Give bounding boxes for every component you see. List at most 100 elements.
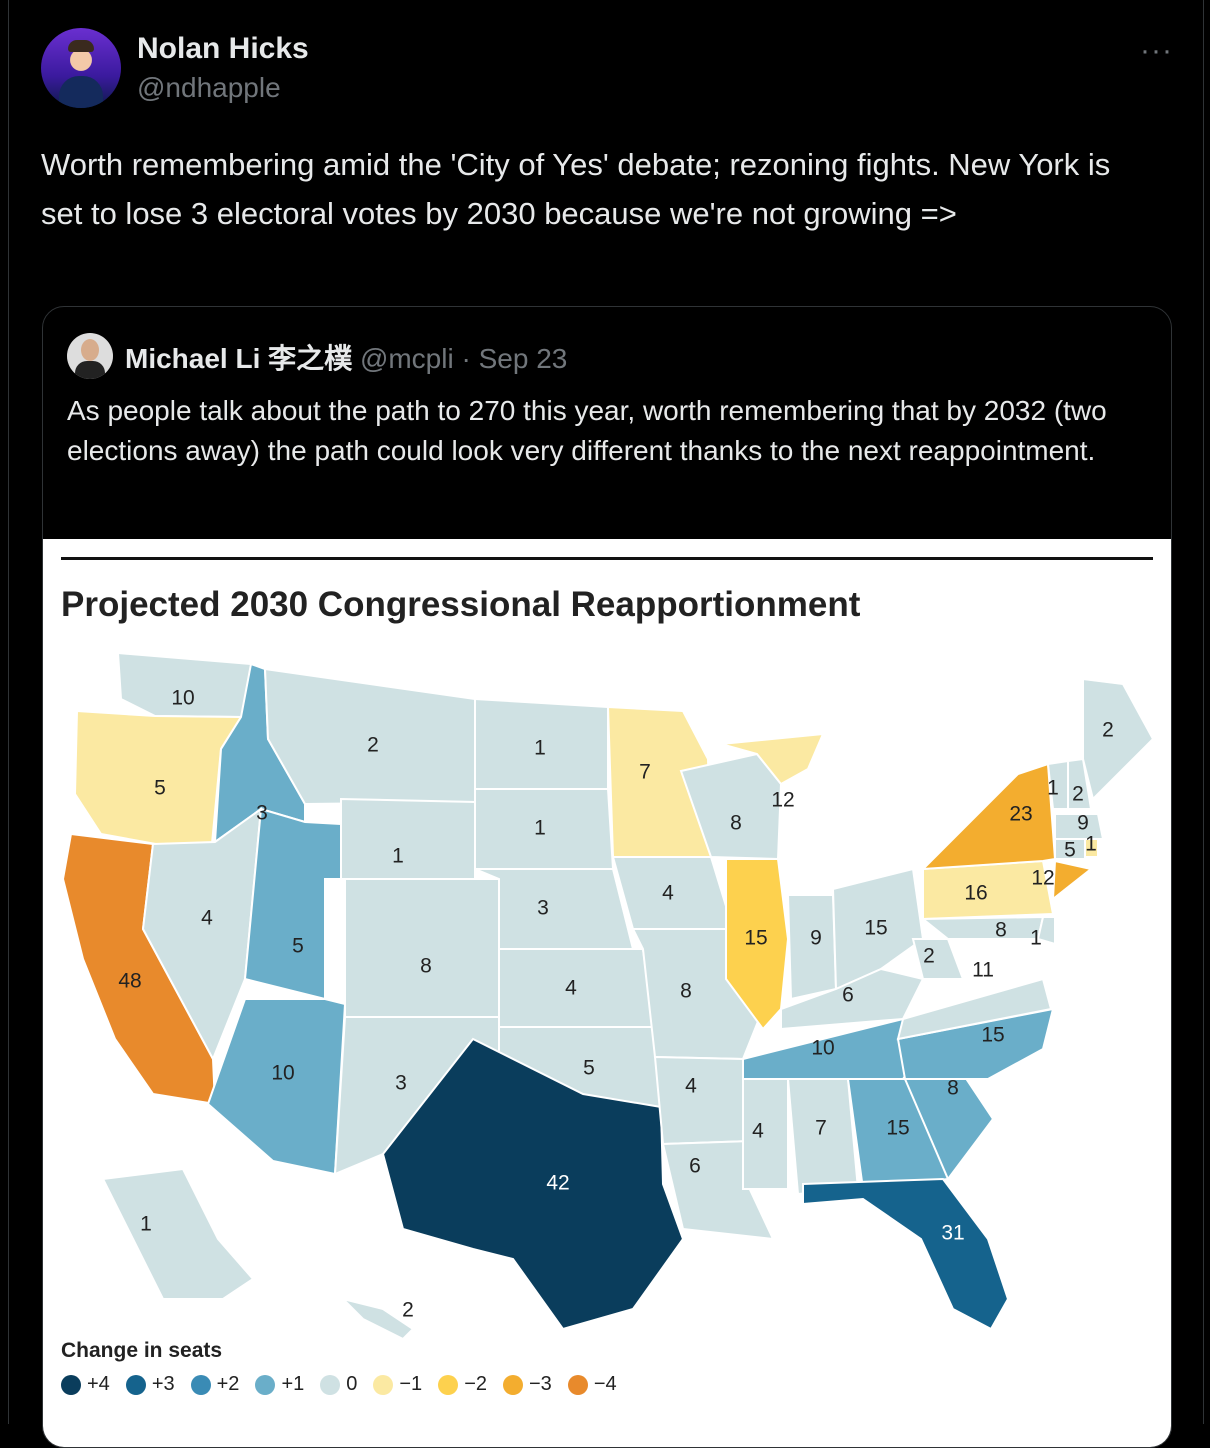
seat-label-hi: 2 [402,1299,414,1322]
state-nh [1067,757,1093,810]
state-ms [742,1078,789,1190]
seat-label-in: 9 [810,927,822,950]
seat-label-ga: 15 [886,1117,909,1140]
legend-item: −4 [567,1373,617,1396]
seat-label-wy: 1 [392,845,404,868]
seat-label-sd: 1 [534,817,546,840]
tweet-text: Worth remembering amid the 'City of Yes'… [41,147,1111,231]
state-wi [679,752,783,861]
legend-swatch [61,1374,81,1395]
seat-label-sc: 8 [947,1077,959,1100]
seat-label-oh: 15 [864,917,887,940]
seat-label-tn: 10 [811,1037,834,1060]
legend-label: −4 [593,1373,617,1395]
legend-item: −3 [503,1373,552,1396]
quoted-author-handle[interactable]: @mcpli [359,343,454,374]
seat-label-de: 1 [1030,927,1042,950]
seat-label-al: 7 [815,1117,827,1140]
quoted-tweet[interactable]: Michael Li 李之樸 @mcpli · Sep 23 As people… [42,306,1172,1448]
state-nj [1051,859,1094,902]
legend-item: +4 [61,1373,110,1396]
state-fl [802,1177,1010,1331]
author-name[interactable]: Nolan Hicks [137,32,309,65]
seat-label-ny: 23 [1009,803,1032,826]
seat-label-fl: 31 [941,1222,964,1245]
state-de [1036,916,1056,946]
seat-label-ok: 5 [583,1057,595,1080]
author-avatar[interactable] [41,28,121,108]
seat-label-mi: 12 [771,789,794,812]
state-ct [1054,838,1086,860]
seat-label-ri: 1 [1085,833,1097,856]
seat-label-la: 6 [689,1155,701,1178]
legend-label: 0 [346,1373,358,1395]
legend-label: −3 [529,1373,552,1395]
more-options-icon[interactable]: ··· [1140,34,1173,67]
seat-label-mo: 8 [680,980,692,1003]
state-az [206,998,347,1176]
seat-label-ky: 6 [842,984,854,1007]
legend-swatch [125,1374,146,1395]
seat-label-ca: 48 [118,970,141,993]
state-ut [243,807,342,1001]
legend-label: −2 [464,1373,487,1395]
legend-item: +3 [125,1373,175,1396]
seat-label-ia: 4 [662,882,674,905]
seat-label-vt: 1 [1047,777,1059,800]
seat-label-id: 3 [256,802,268,825]
state-ak [101,1167,255,1300]
seat-label-ar: 4 [685,1075,697,1098]
seat-label-ma: 9 [1077,812,1089,835]
state-oh [831,867,925,991]
state-md [920,915,1045,940]
legend-swatch [320,1374,341,1395]
state-or [73,709,243,856]
state-wv [911,938,965,980]
quoted-tweet-text: As people talk about the path to 270 thi… [67,395,1107,466]
state-hi [339,1297,415,1341]
seat-label-ak: 1 [140,1213,152,1236]
legend-item: −2 [438,1373,487,1396]
legend: +4 +3 +2 +1 0 −1 −2 −3 −4 [61,1373,617,1396]
quoted-author-avatar[interactable] [67,333,113,379]
seat-label-mn: 7 [639,761,651,784]
legend-swatch [190,1374,211,1395]
state-va [896,977,1053,1041]
state-ri [1084,838,1099,858]
state-me [1082,677,1155,801]
legend-swatch [373,1374,394,1395]
seat-label-mt: 2 [367,734,379,757]
seat-label-or: 5 [154,777,166,800]
legend-item: +1 [255,1373,304,1396]
seat-label-wa: 10 [171,687,194,710]
seat-label-wi: 8 [730,812,742,835]
state-ny [920,762,1057,871]
seat-label-nj: 12 [1031,867,1054,890]
seat-label-va: 11 [972,959,994,982]
legend-label: +2 [216,1373,240,1395]
state-mi [720,732,825,786]
legend-item: +2 [190,1373,240,1396]
seat-label-ne: 3 [537,897,549,920]
state-ma [1054,813,1105,840]
legend-swatch [503,1374,523,1395]
seat-label-me: 2 [1102,719,1114,742]
seat-label-nm: 3 [395,1072,407,1095]
state-ne [474,868,635,950]
legend-label: +1 [281,1373,305,1395]
quoted-tweet-header: Michael Li 李之樸 @mcpli · Sep 23 [125,337,567,377]
legend-title: Change in seats [61,1339,223,1362]
author-handle[interactable]: @ndhapple [137,72,281,103]
seat-label-wv: 2 [923,945,935,968]
seat-label-ut: 5 [292,935,304,958]
quoted-author-name[interactable]: Michael Li 李之樸 [125,343,353,374]
state-co [344,878,500,1018]
legend-swatch [438,1374,459,1395]
seat-label-nc: 15 [981,1024,1004,1047]
chart-image[interactable]: Projected 2030 Congressional Reapportion… [43,539,1171,1447]
legend-item: 0 [320,1373,357,1396]
quoted-tweet-date[interactable]: · Sep 23 [461,343,568,374]
chart-top-rule [61,557,1153,560]
seat-label-nd: 1 [534,737,546,760]
